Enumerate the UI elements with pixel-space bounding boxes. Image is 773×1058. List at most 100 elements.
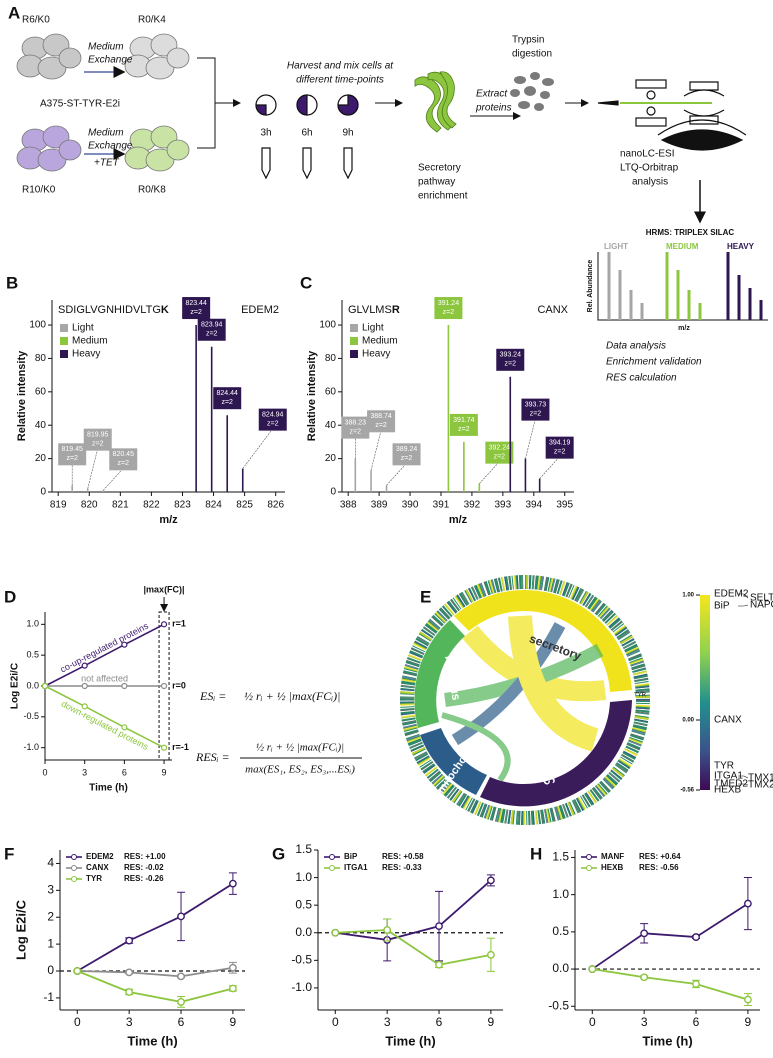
enrichment-label: enrichment [418, 191, 468, 202]
legend-swatch [350, 324, 358, 332]
x-tick-label: 822 [143, 500, 160, 511]
panel-letter: H [530, 844, 542, 863]
x-tick-label: 395 [556, 500, 573, 511]
peak-mz: 391.74 [453, 417, 475, 424]
x-tick-label: 3 [641, 1015, 648, 1029]
hrms-title: HRMS: TRIPLEX SILAC [646, 228, 735, 237]
cells [16, 33, 190, 172]
line [44, 685, 165, 749]
legend-res: RES: -0.26 [124, 874, 164, 883]
peak-mz: 394.19 [549, 439, 571, 446]
y-tick-label: 60 [35, 386, 47, 397]
instrument [597, 79, 747, 151]
protein-label: TMX2 [748, 780, 773, 791]
legend-marker [71, 854, 77, 860]
peptide-part: GLVLMS [348, 304, 392, 316]
point [177, 912, 185, 921]
peptides [510, 72, 554, 111]
legend-res: RES: +0.64 [639, 852, 681, 861]
outer-label: TYR [634, 693, 647, 699]
peak-label-box [521, 398, 550, 421]
hrms-ylabel: Rel. Abundance [587, 260, 594, 313]
peak-mz: 389.24 [396, 446, 418, 453]
cell-label: R10/K0 [22, 185, 56, 196]
peak-label-box [485, 441, 514, 464]
enrichment-label: Secretory [418, 163, 461, 174]
peak-mz: 388.74 [370, 413, 392, 420]
y-tick-label: 0.0 [26, 680, 39, 690]
colorbar-tick-label: 1.00 [682, 593, 694, 599]
x-axis-label: Time (h) [127, 1033, 177, 1048]
point [331, 928, 340, 937]
line [76, 882, 234, 972]
y-tick-label: 0 [330, 487, 336, 498]
peak-charge: z=2 [505, 361, 517, 368]
x-tick-label: 9 [488, 1015, 495, 1029]
peptide-title: GLVLMSR [348, 304, 400, 316]
panel-letter: D [4, 587, 16, 606]
point [588, 965, 597, 973]
point [81, 703, 88, 710]
x-tick-label: 391 [433, 500, 450, 511]
x-tick-label: 6 [436, 1015, 443, 1029]
hrms-xlabel: m/z [678, 325, 690, 332]
ms-label: LTQ-Orbitrap [620, 163, 679, 174]
protein-label: TMED2 [714, 779, 748, 790]
panel-letter: C [300, 273, 312, 292]
legend-label: BiP [344, 852, 358, 861]
point [81, 662, 88, 669]
legend-marker [329, 854, 335, 860]
line [335, 879, 492, 941]
leader [539, 456, 560, 479]
peak-label-box [449, 413, 478, 436]
equations: ESᵢ = ½ rᵢ + ½ |max(FCᵢ)| RESᵢ = ½ rᵢ + … [195, 689, 362, 776]
point [228, 984, 237, 993]
peak-mz: 819.95 [87, 432, 109, 439]
y-tick-label: 1.5 [552, 850, 569, 864]
protein-label: HEXB [714, 785, 742, 796]
series-label: down-regulated proteins [60, 699, 151, 753]
legend-res: RES: +1.00 [124, 852, 166, 861]
protein-label: CANX [537, 304, 568, 316]
leader [479, 461, 500, 484]
cell-label: R0/K4 [138, 15, 166, 26]
peak-mz: 819.45 [61, 446, 83, 453]
point [228, 963, 237, 972]
cell-line: A375-ST-TYR-E2i [40, 99, 120, 110]
x-tick-label: 820 [81, 500, 98, 511]
hrms-legend: MEDIUM [666, 242, 699, 251]
equation: ½ rᵢ + ½ |max(FCᵢ)| [244, 689, 340, 703]
x-tick-label: 3 [126, 1015, 133, 1029]
digestion-label: digestion [512, 49, 552, 60]
y-tick-label: -0.5 [291, 953, 312, 967]
point [435, 960, 443, 969]
panel-letter: F [4, 844, 14, 863]
point [640, 929, 649, 938]
legend-label: Heavy [362, 349, 390, 360]
point [121, 724, 128, 731]
y-tick-label: 0.5 [295, 897, 312, 911]
panel-a: R6/K0 R0/K4 R10/K0 R0/K8 A375-ST-TYR-E2i… [16, 15, 768, 384]
y-axis-label: Relative intensity [306, 350, 318, 441]
x-tick-label: 0 [42, 767, 47, 777]
peak-mz: 388.23 [345, 419, 367, 426]
hrms-legend: HEAVY [727, 242, 755, 251]
equation: RESᵢ = [195, 750, 230, 764]
legend-res: RES: -0.02 [124, 863, 164, 872]
point [160, 621, 168, 628]
y-tick-label: 60 [325, 386, 337, 397]
x-tick-label: 6 [122, 767, 127, 777]
cell-label: R0/K8 [138, 185, 166, 196]
point [81, 682, 88, 690]
sector [420, 728, 487, 795]
peak-charge: z=2 [458, 426, 470, 433]
leader [242, 428, 273, 469]
colorbar-proteins: EDEM2 SELT NAPG BiP CANX TYR ITGA1 TMX1 … [714, 589, 773, 796]
time-label: 3h [260, 128, 271, 139]
peak-label-box [392, 443, 421, 466]
peptide-part: SDIGLVGNHIDVLTG [58, 304, 161, 316]
y-tick-label: 40 [325, 420, 337, 431]
protein-label: ITGA1 [714, 771, 743, 782]
x-axis-label: m/z [159, 514, 178, 526]
harvest-text: Harvest and mix cells at [287, 61, 394, 72]
